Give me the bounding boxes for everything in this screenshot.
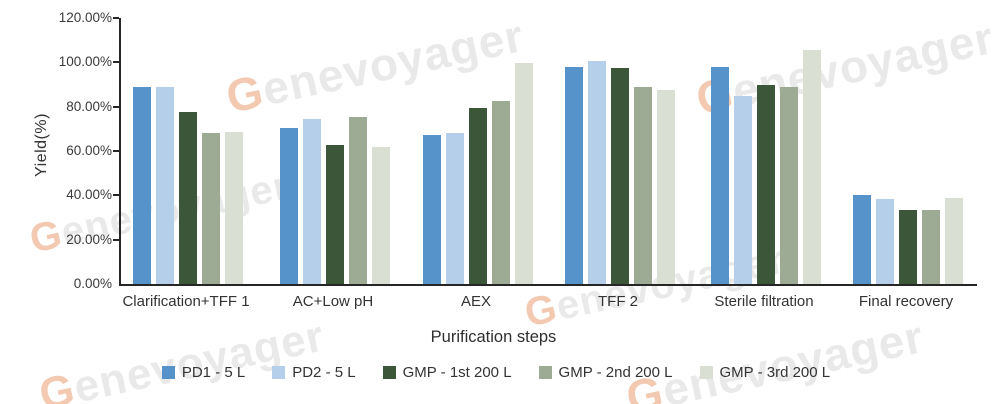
legend-label: GMP - 3rd 200 L bbox=[719, 364, 831, 381]
legend-swatch-icon bbox=[272, 366, 286, 379]
bar-pd1-g3 bbox=[423, 135, 441, 284]
legend-swatch-icon bbox=[538, 366, 552, 379]
bar-gmp-g4 bbox=[611, 67, 629, 284]
bar-gmp-g5 bbox=[780, 86, 798, 284]
y-tick-label: 60.00% bbox=[66, 143, 112, 158]
bar-gmp-g3 bbox=[469, 107, 487, 284]
x-axis-title: Purification steps bbox=[430, 328, 557, 346]
bar-pd2-g3 bbox=[446, 133, 464, 284]
x-category-label: Sterile filtration bbox=[714, 293, 814, 310]
y-tick-label: 0.00% bbox=[73, 276, 112, 291]
legend-swatch-icon bbox=[161, 366, 175, 379]
bar-gmp-g5 bbox=[803, 50, 821, 284]
bar-pd2-g6 bbox=[876, 198, 894, 284]
y-tick-label: 80.00% bbox=[66, 98, 112, 114]
x-category-label: Clarification+TFF 1 bbox=[122, 293, 250, 310]
watermark-text: Genevoyager bbox=[621, 310, 929, 404]
bar-gmp-g3 bbox=[492, 101, 510, 284]
bar-gmp-g1 bbox=[179, 112, 197, 284]
plot-area bbox=[119, 18, 977, 286]
legend-label: GMP - 1st 200 L bbox=[402, 364, 512, 381]
bar-gmp-g6 bbox=[899, 209, 917, 284]
y-tick-label: 120.00% bbox=[58, 10, 112, 25]
y-tick-mark bbox=[113, 105, 119, 108]
y-tick-mark bbox=[113, 17, 119, 19]
bar-gmp-g4 bbox=[634, 86, 652, 284]
bar-pd1-g5 bbox=[711, 66, 729, 284]
bar-pd1-g4 bbox=[565, 66, 583, 284]
bar-gmp-g3 bbox=[515, 63, 533, 284]
bar-gmp-g2 bbox=[326, 145, 344, 284]
bar-pd1-g6 bbox=[853, 195, 871, 284]
y-tick-mark bbox=[113, 61, 119, 64]
y-tick-mark bbox=[113, 150, 119, 152]
bar-gmp-g2 bbox=[372, 146, 390, 284]
watermark-text: Genevoyager bbox=[35, 311, 329, 404]
y-tick-label: 40.00% bbox=[66, 187, 112, 203]
bar-pd2-g4 bbox=[588, 61, 606, 284]
x-category-label: Final recovery bbox=[858, 293, 954, 310]
y-tick-label: 20.00% bbox=[66, 231, 112, 247]
legend-label: GMP - 2nd 200 L bbox=[558, 364, 673, 381]
bar-gmp-g6 bbox=[945, 197, 963, 284]
y-tick-mark bbox=[113, 238, 119, 241]
legend-item: PD2 - 5 L bbox=[272, 364, 356, 381]
legend-swatch-icon bbox=[382, 366, 396, 379]
legend-label: PD1 - 5 L bbox=[181, 364, 246, 381]
bar-pd2-g2 bbox=[303, 118, 321, 284]
bar-gmp-g2 bbox=[349, 116, 367, 284]
y-tick-label: 100.00% bbox=[58, 54, 112, 70]
bar-pd1-g2 bbox=[280, 127, 298, 284]
bar-pd2-g5 bbox=[734, 95, 752, 284]
bar-gmp-g1 bbox=[202, 133, 220, 284]
bar-pd2-g1 bbox=[156, 86, 174, 284]
bar-pd1-g1 bbox=[133, 86, 151, 284]
legend: PD1 - 5 L PD2 - 5 L GMP - 1st 200 L GMP - 2… bbox=[0, 364, 992, 381]
legend-item: GMP - 1st 200 L bbox=[382, 364, 512, 381]
x-category-label: TFF 2 bbox=[598, 293, 638, 310]
bar-gmp-g5 bbox=[757, 84, 775, 284]
x-category-label: AC+Low pH bbox=[292, 293, 374, 310]
legend-swatch-icon bbox=[699, 366, 713, 379]
legend-label: PD2 - 5 L bbox=[292, 364, 356, 381]
legend-item: GMP - 3rd 200 L bbox=[699, 364, 831, 381]
legend-item: GMP - 2nd 200 L bbox=[538, 364, 673, 381]
legend-item: PD1 - 5 L bbox=[161, 364, 246, 381]
bar-gmp-g1 bbox=[225, 132, 243, 284]
x-category-label: AEX bbox=[460, 293, 492, 310]
y-tick-mark bbox=[113, 194, 119, 197]
bar-gmp-g6 bbox=[922, 209, 940, 284]
bar-gmp-g4 bbox=[657, 90, 675, 284]
